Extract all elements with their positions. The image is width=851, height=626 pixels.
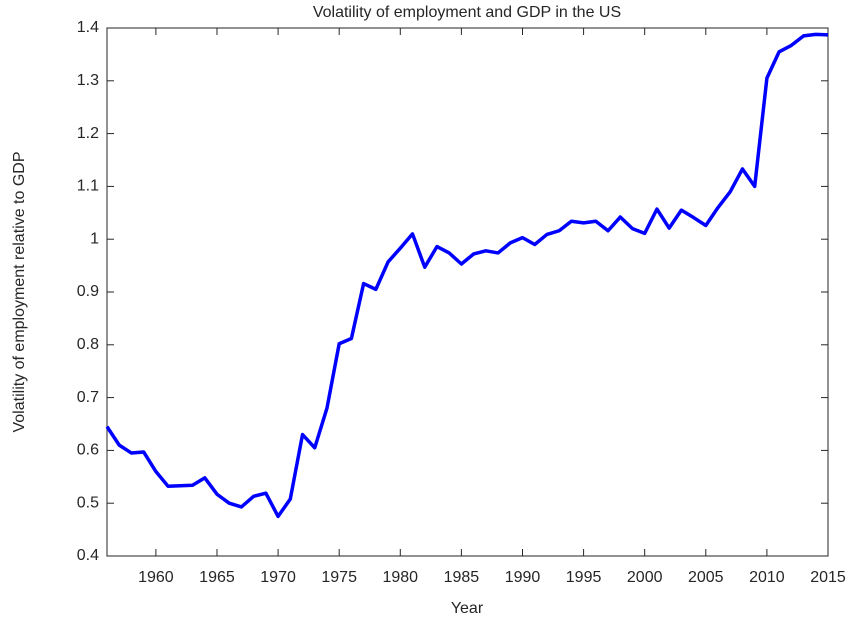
x-tick-label: 2005: [688, 569, 724, 586]
x-tick-label: 2000: [627, 569, 663, 586]
y-tick-label: 1: [90, 230, 99, 247]
y-tick-label: 1.3: [77, 72, 99, 89]
chart-title: Volatility of employment and GDP in the …: [313, 4, 621, 21]
x-tick-label: 1975: [321, 569, 357, 586]
y-tick-label: 1.4: [77, 19, 99, 36]
x-tick-label: 2015: [810, 569, 846, 586]
y-tick-label: 0.4: [77, 547, 99, 564]
x-tick-label: 1965: [199, 569, 235, 586]
y-tick-label: 0.7: [77, 389, 99, 406]
y-tick-label: 0.9: [77, 283, 99, 300]
x-tick-label: 2010: [749, 569, 785, 586]
y-tick-label: 1.1: [77, 178, 99, 195]
y-tick-label: 1.2: [77, 125, 99, 142]
data-line: [105, 32, 829, 519]
y-tick-label: 0.6: [77, 442, 99, 459]
x-tick-label: 1970: [260, 569, 296, 586]
x-tick-label: 1980: [382, 569, 418, 586]
x-axis-label: Year: [451, 600, 484, 617]
y-tick-label: 0.8: [77, 336, 99, 353]
y-axis-label: Volatility of employment relative to GDP: [11, 151, 28, 432]
x-tick-label: 1995: [566, 569, 602, 586]
x-tick-label: 1960: [138, 569, 174, 586]
x-tick-label: 1985: [444, 569, 480, 586]
x-tick-label: 1990: [505, 569, 541, 586]
y-tick-label: 0.5: [77, 494, 99, 511]
